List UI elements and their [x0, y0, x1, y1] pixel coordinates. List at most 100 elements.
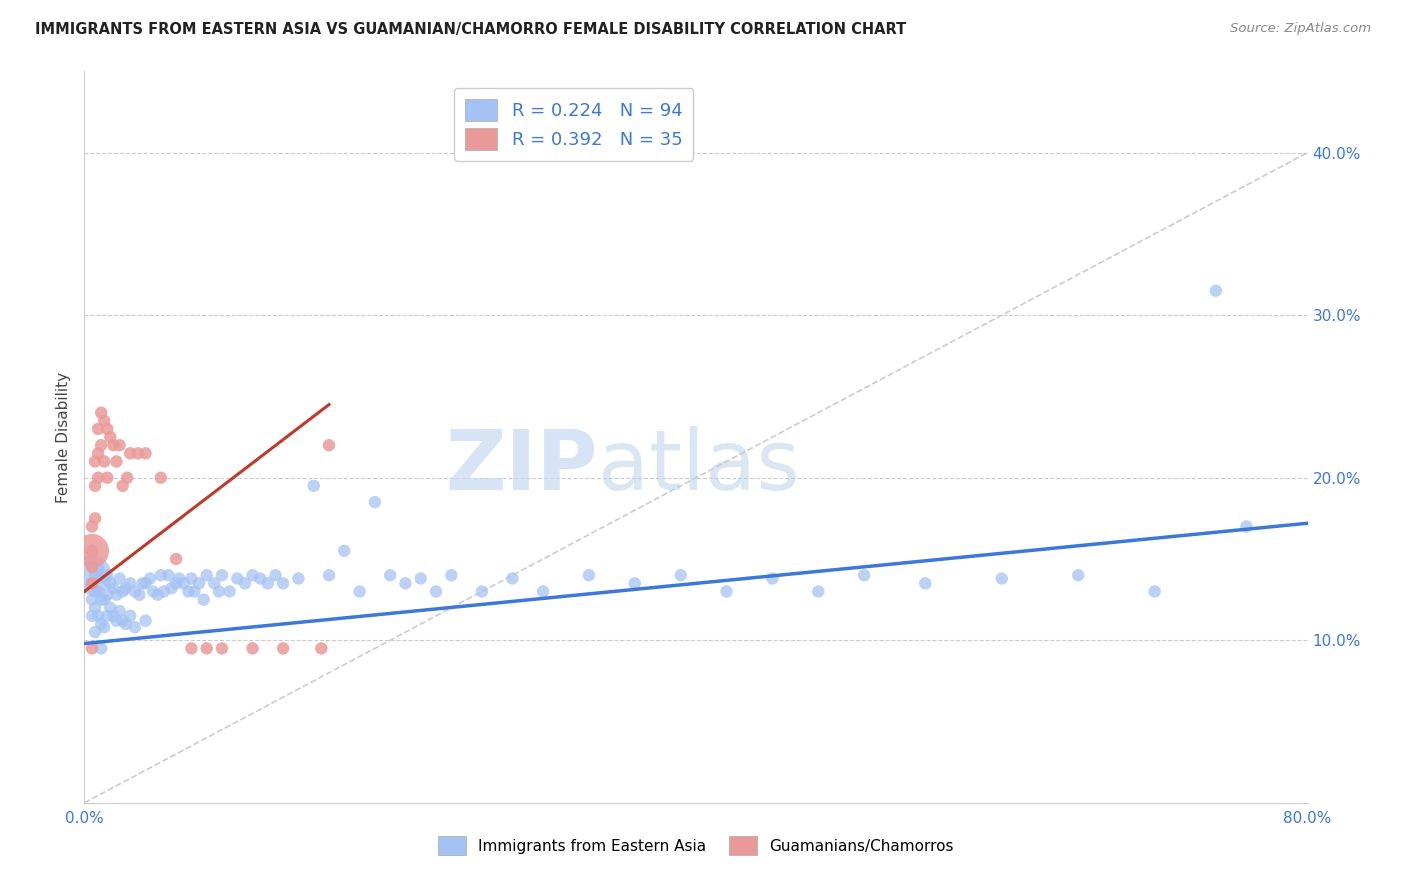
Text: IMMIGRANTS FROM EASTERN ASIA VS GUAMANIAN/CHAMORRO FEMALE DISABILITY CORRELATION: IMMIGRANTS FROM EASTERN ASIA VS GUAMANIA… — [35, 22, 907, 37]
Point — [195, 568, 218, 582]
Point — [853, 568, 876, 582]
Point — [90, 438, 112, 452]
Point — [318, 438, 340, 452]
Y-axis label: Female Disability: Female Disability — [56, 371, 72, 503]
Point — [103, 438, 125, 452]
Point — [87, 608, 110, 623]
Point — [87, 446, 110, 460]
Point — [669, 568, 692, 582]
Point — [271, 641, 294, 656]
Point — [1067, 568, 1090, 582]
Point — [84, 454, 107, 468]
Point — [114, 581, 136, 595]
Point — [1143, 584, 1166, 599]
Point — [80, 608, 103, 623]
Point — [264, 568, 287, 582]
Point — [153, 584, 176, 599]
Point — [90, 617, 112, 632]
Point — [242, 568, 264, 582]
Point — [177, 584, 200, 599]
Point — [124, 584, 146, 599]
Point — [111, 479, 134, 493]
Point — [914, 576, 936, 591]
Point — [80, 519, 103, 533]
Point — [84, 600, 107, 615]
Point — [80, 576, 103, 591]
Point — [142, 584, 165, 599]
Point — [96, 588, 118, 602]
Point — [318, 568, 340, 582]
Point — [761, 572, 783, 586]
Point — [115, 471, 138, 485]
Point — [124, 620, 146, 634]
Point — [84, 584, 107, 599]
Point — [1236, 519, 1258, 533]
Point — [218, 584, 240, 599]
Point — [135, 576, 157, 591]
Point — [1205, 284, 1227, 298]
Point — [108, 572, 131, 586]
Point — [425, 584, 447, 599]
Text: Source: ZipAtlas.com: Source: ZipAtlas.com — [1230, 22, 1371, 36]
Point — [135, 446, 157, 460]
Point — [716, 584, 738, 599]
Point — [157, 568, 180, 582]
Point — [87, 422, 110, 436]
Point — [195, 641, 218, 656]
Point — [502, 572, 524, 586]
Point — [226, 572, 249, 586]
Text: ZIP: ZIP — [446, 425, 598, 507]
Point — [409, 572, 432, 586]
Point — [180, 572, 202, 586]
Point — [105, 588, 128, 602]
Point — [111, 584, 134, 599]
Point — [287, 572, 309, 586]
Point — [93, 620, 115, 634]
Point — [84, 479, 107, 493]
Point — [80, 592, 103, 607]
Point — [98, 430, 121, 444]
Point — [120, 576, 142, 591]
Point — [103, 581, 125, 595]
Point — [93, 592, 115, 607]
Point — [146, 588, 169, 602]
Point — [311, 641, 333, 656]
Point — [93, 454, 115, 468]
Point — [84, 568, 107, 582]
Point — [249, 572, 271, 586]
Point — [242, 641, 264, 656]
Point — [128, 588, 150, 602]
Point — [96, 608, 118, 623]
Point — [80, 560, 103, 574]
Point — [80, 641, 103, 656]
Point — [105, 614, 128, 628]
Legend: Immigrants from Eastern Asia, Guamanians/Chamorros: Immigrants from Eastern Asia, Guamanians… — [433, 830, 959, 861]
Point — [440, 568, 463, 582]
Point — [84, 625, 107, 640]
Point — [120, 446, 142, 460]
Point — [87, 560, 110, 574]
Point — [807, 584, 830, 599]
Point — [108, 438, 131, 452]
Point — [111, 614, 134, 628]
Point — [302, 479, 325, 493]
Point — [394, 576, 416, 591]
Point — [188, 576, 211, 591]
Point — [87, 584, 110, 599]
Point — [165, 552, 187, 566]
Point — [380, 568, 402, 582]
Point — [139, 572, 162, 586]
Point — [93, 414, 115, 428]
Point — [167, 572, 190, 586]
Point — [98, 576, 121, 591]
Point — [127, 446, 149, 460]
Point — [349, 584, 371, 599]
Point — [93, 572, 115, 586]
Point — [364, 495, 387, 509]
Point — [991, 572, 1014, 586]
Point — [257, 576, 280, 591]
Point — [90, 641, 112, 656]
Point — [131, 576, 153, 591]
Point — [80, 568, 103, 582]
Point — [96, 568, 118, 582]
